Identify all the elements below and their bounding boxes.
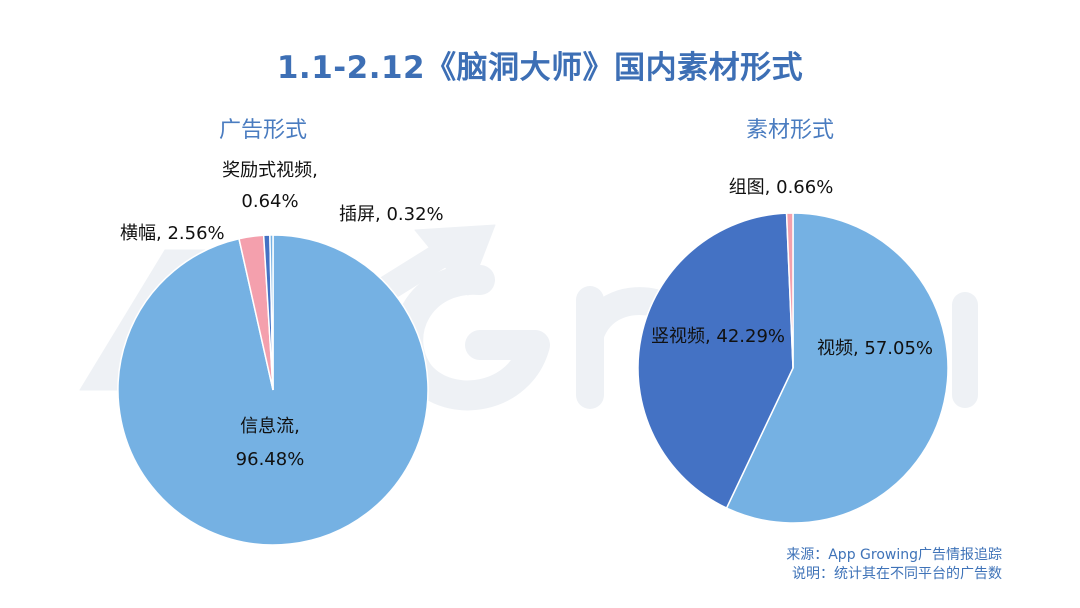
slice-label-1-4: 插屏, 0.32% — [339, 204, 444, 225]
slice-label-1-3: 奖励式视频, 0.64% — [222, 160, 318, 212]
pie-slice-2-3 — [785, 212, 794, 369]
slice-label-1-1: 信息流, 96.48% — [236, 416, 305, 470]
pie-slice-1-4 — [269, 234, 274, 391]
slice-label-1-2: 横幅, 2.56% — [120, 223, 225, 244]
pie-slice-2-2 — [637, 212, 794, 510]
method-note: 说明：统计其在不同平台的广告数 — [792, 566, 1002, 582]
pie-slice-2-1 — [725, 212, 949, 524]
source-note: 来源：App Growing广告情报追踪 — [786, 547, 1002, 563]
page-title: 1.1-2.12《脑洞大师》国内素材形式 — [276, 50, 804, 86]
slice-label-2-1: 视频, 57.05% — [817, 338, 933, 359]
slice-label-2-3: 组图, 0.66% — [729, 177, 834, 198]
slice-label-2-2: 竖视频, 42.29% — [651, 326, 785, 347]
chart-title-1: 广告形式 — [219, 118, 307, 143]
chart-title-2: 素材形式 — [746, 118, 834, 143]
